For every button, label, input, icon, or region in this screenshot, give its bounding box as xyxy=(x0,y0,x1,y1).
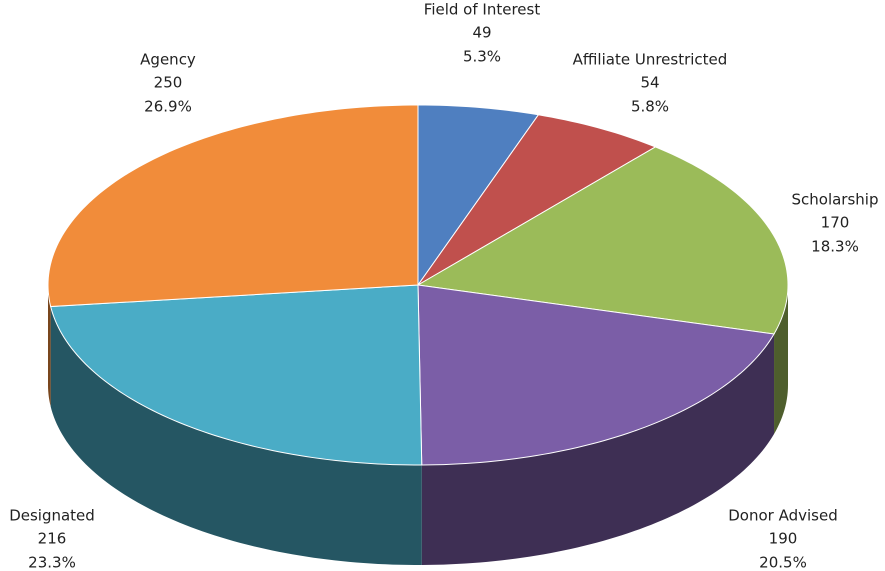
slice xyxy=(50,284,423,466)
slice-value: 170 xyxy=(821,214,850,232)
slice-percent: 20.5% xyxy=(759,554,807,571)
slice-percent: 23.3% xyxy=(28,554,76,571)
slice xyxy=(417,104,540,287)
slice xyxy=(416,146,789,335)
slice-label: Affiliate Unrestricted xyxy=(573,51,728,69)
slice-value: 54 xyxy=(640,74,659,92)
slice xyxy=(417,284,775,466)
slice-side xyxy=(48,285,51,407)
slice xyxy=(417,114,657,286)
slice xyxy=(47,104,419,308)
slice-value: 49 xyxy=(472,24,491,42)
slice-value: 250 xyxy=(154,74,183,92)
slice-label: Field of Interest xyxy=(424,1,541,19)
slice-side xyxy=(421,333,775,565)
slice-label: Donor Advised xyxy=(728,507,837,525)
slice-label: Designated xyxy=(9,507,95,525)
slice-side xyxy=(50,306,422,565)
slice-percent: 5.8% xyxy=(631,98,669,116)
slice-label: Scholarship xyxy=(792,191,879,209)
slice-value: 216 xyxy=(38,530,67,548)
slice-percent: 5.3% xyxy=(463,48,501,66)
slice-label: Agency xyxy=(140,51,196,69)
slice-percent: 26.9% xyxy=(144,98,192,116)
slice-value: 190 xyxy=(769,530,798,548)
slice-percent: 18.3% xyxy=(811,238,859,256)
slice-side xyxy=(774,285,788,434)
